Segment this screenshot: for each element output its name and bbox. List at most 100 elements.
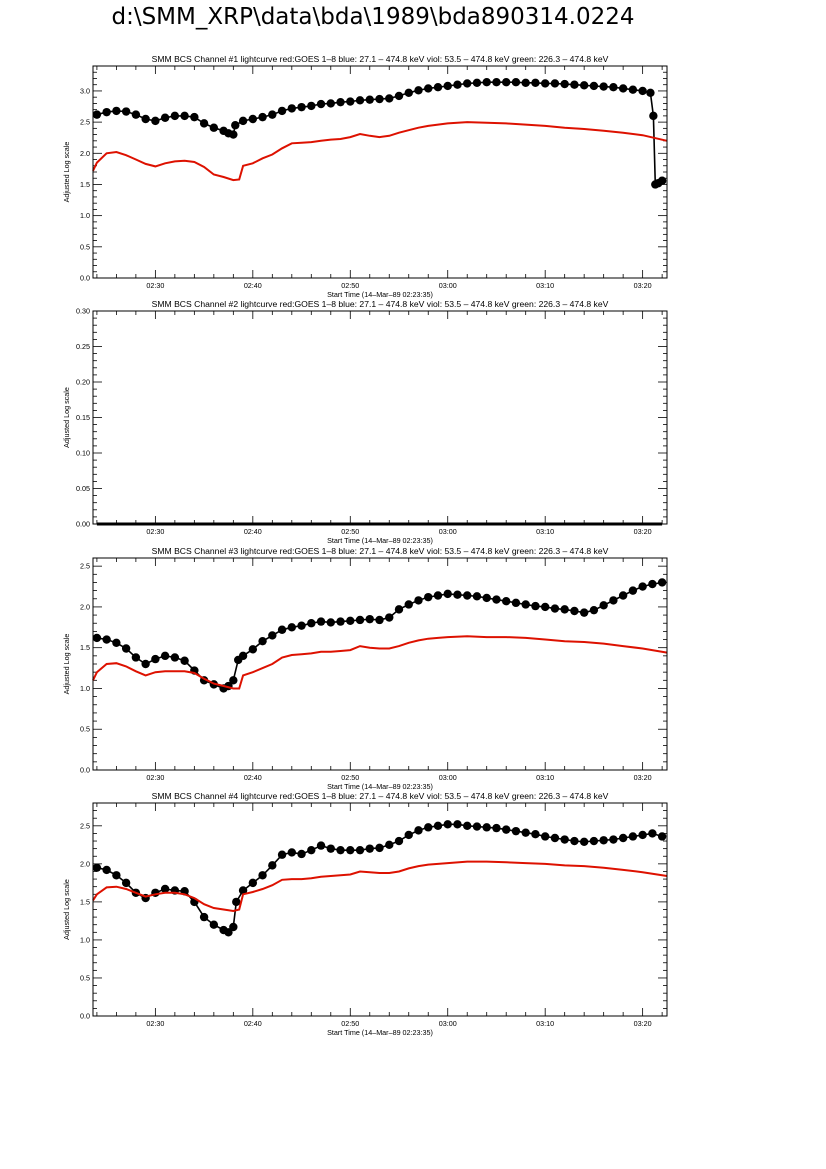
data-point [326, 618, 335, 627]
data-point [433, 591, 443, 600]
x-tick-label: 02:50 [341, 527, 359, 536]
y-tick-label: 0.5 [80, 973, 90, 982]
data-point [307, 101, 316, 111]
data-point [224, 928, 233, 937]
data-point [326, 99, 335, 108]
x-tick-label: 02:50 [341, 281, 359, 290]
x-axis-label: Start Time (14–Mar–89 02:23:35) [327, 1028, 433, 1037]
data-point [102, 865, 111, 875]
y-tick-label: 2.5 [80, 821, 90, 830]
data-point [560, 605, 569, 614]
y-tick-label: 0.15 [76, 413, 90, 422]
data-point [268, 110, 277, 119]
data-point [511, 826, 521, 836]
data-point [424, 823, 433, 832]
data-point [92, 863, 102, 872]
data-point [248, 645, 258, 654]
data-point [151, 654, 160, 664]
data-point [404, 830, 413, 840]
data-point [540, 602, 550, 612]
data-point [297, 621, 306, 630]
data-point [121, 878, 131, 888]
data-point [511, 598, 521, 608]
data-point [540, 832, 550, 841]
data-point [579, 81, 589, 90]
y-tick-label: 2.5 [80, 562, 90, 571]
data-point [287, 623, 297, 632]
data-point [560, 79, 569, 89]
data-point [346, 616, 355, 625]
data-point [297, 102, 306, 112]
data-point [277, 850, 287, 859]
x-tick-label: 03:00 [439, 773, 457, 782]
x-tick-label: 03:00 [439, 281, 457, 290]
data-point [385, 94, 394, 103]
data-point [199, 912, 209, 922]
y-tick-label: 0.10 [76, 449, 90, 458]
data-point [277, 625, 287, 634]
data-point [472, 78, 482, 88]
series-line-bcs [96, 581, 663, 690]
data-point [589, 81, 599, 91]
data-point [131, 653, 141, 662]
x-tick-label: 03:20 [634, 773, 652, 782]
data-point [404, 88, 413, 98]
x-tick-label: 03:20 [634, 527, 652, 536]
data-point [355, 96, 365, 105]
x-tick-label: 03:00 [439, 1019, 457, 1028]
data-point [657, 578, 667, 587]
y-axis-label: Adjusted Log scale [62, 387, 71, 448]
y-tick-label: 1.5 [80, 897, 90, 906]
y-tick-label: 0.25 [76, 342, 90, 351]
y-tick-label: 0.05 [76, 484, 90, 493]
data-point [649, 111, 658, 121]
data-point [316, 841, 326, 850]
data-point [248, 114, 258, 124]
x-tick-label: 02:30 [146, 1019, 164, 1028]
x-tick-label: 02:40 [244, 527, 262, 536]
data-point [646, 88, 655, 98]
data-point [112, 638, 121, 647]
data-point [238, 116, 248, 126]
data-point [346, 97, 355, 106]
data-point [229, 676, 238, 685]
data-point [287, 104, 297, 113]
data-point [365, 844, 374, 853]
data-point [618, 833, 628, 843]
data-point [375, 94, 384, 104]
data-point [414, 86, 423, 95]
data-point [570, 606, 579, 616]
data-point [170, 653, 180, 662]
data-point [394, 836, 404, 846]
x-tick-label: 03:20 [634, 281, 652, 290]
data-point [336, 97, 345, 107]
data-point [502, 825, 511, 834]
data-point [482, 78, 491, 87]
data-point [231, 121, 240, 130]
x-tick-label: 02:50 [341, 773, 359, 782]
y-tick-label: 1.0 [80, 684, 90, 693]
data-point [531, 78, 540, 88]
x-tick-label: 02:30 [146, 281, 164, 290]
x-tick-label: 02:50 [341, 1019, 359, 1028]
data-point [375, 615, 384, 625]
y-tick-label: 1.0 [80, 935, 90, 944]
x-axis-label: Start Time (14–Mar–89 02:23:35) [327, 536, 433, 545]
y-tick-label: 2.0 [80, 602, 90, 611]
data-point [648, 829, 657, 838]
data-point [570, 836, 579, 846]
data-point [151, 116, 160, 126]
y-tick-label: 0.20 [76, 378, 90, 387]
data-point [609, 835, 618, 844]
x-tick-label: 02:30 [146, 773, 164, 782]
data-point [550, 604, 560, 613]
data-point [492, 78, 501, 87]
data-point [232, 897, 241, 907]
data-point [190, 112, 199, 122]
x-tick-label: 03:20 [634, 1019, 652, 1028]
data-point [472, 822, 482, 831]
data-point [238, 886, 248, 895]
chart-panel-2: SMM BCS Channel #2 lightcurve red:GOES 1… [62, 299, 668, 545]
data-point [521, 600, 530, 609]
